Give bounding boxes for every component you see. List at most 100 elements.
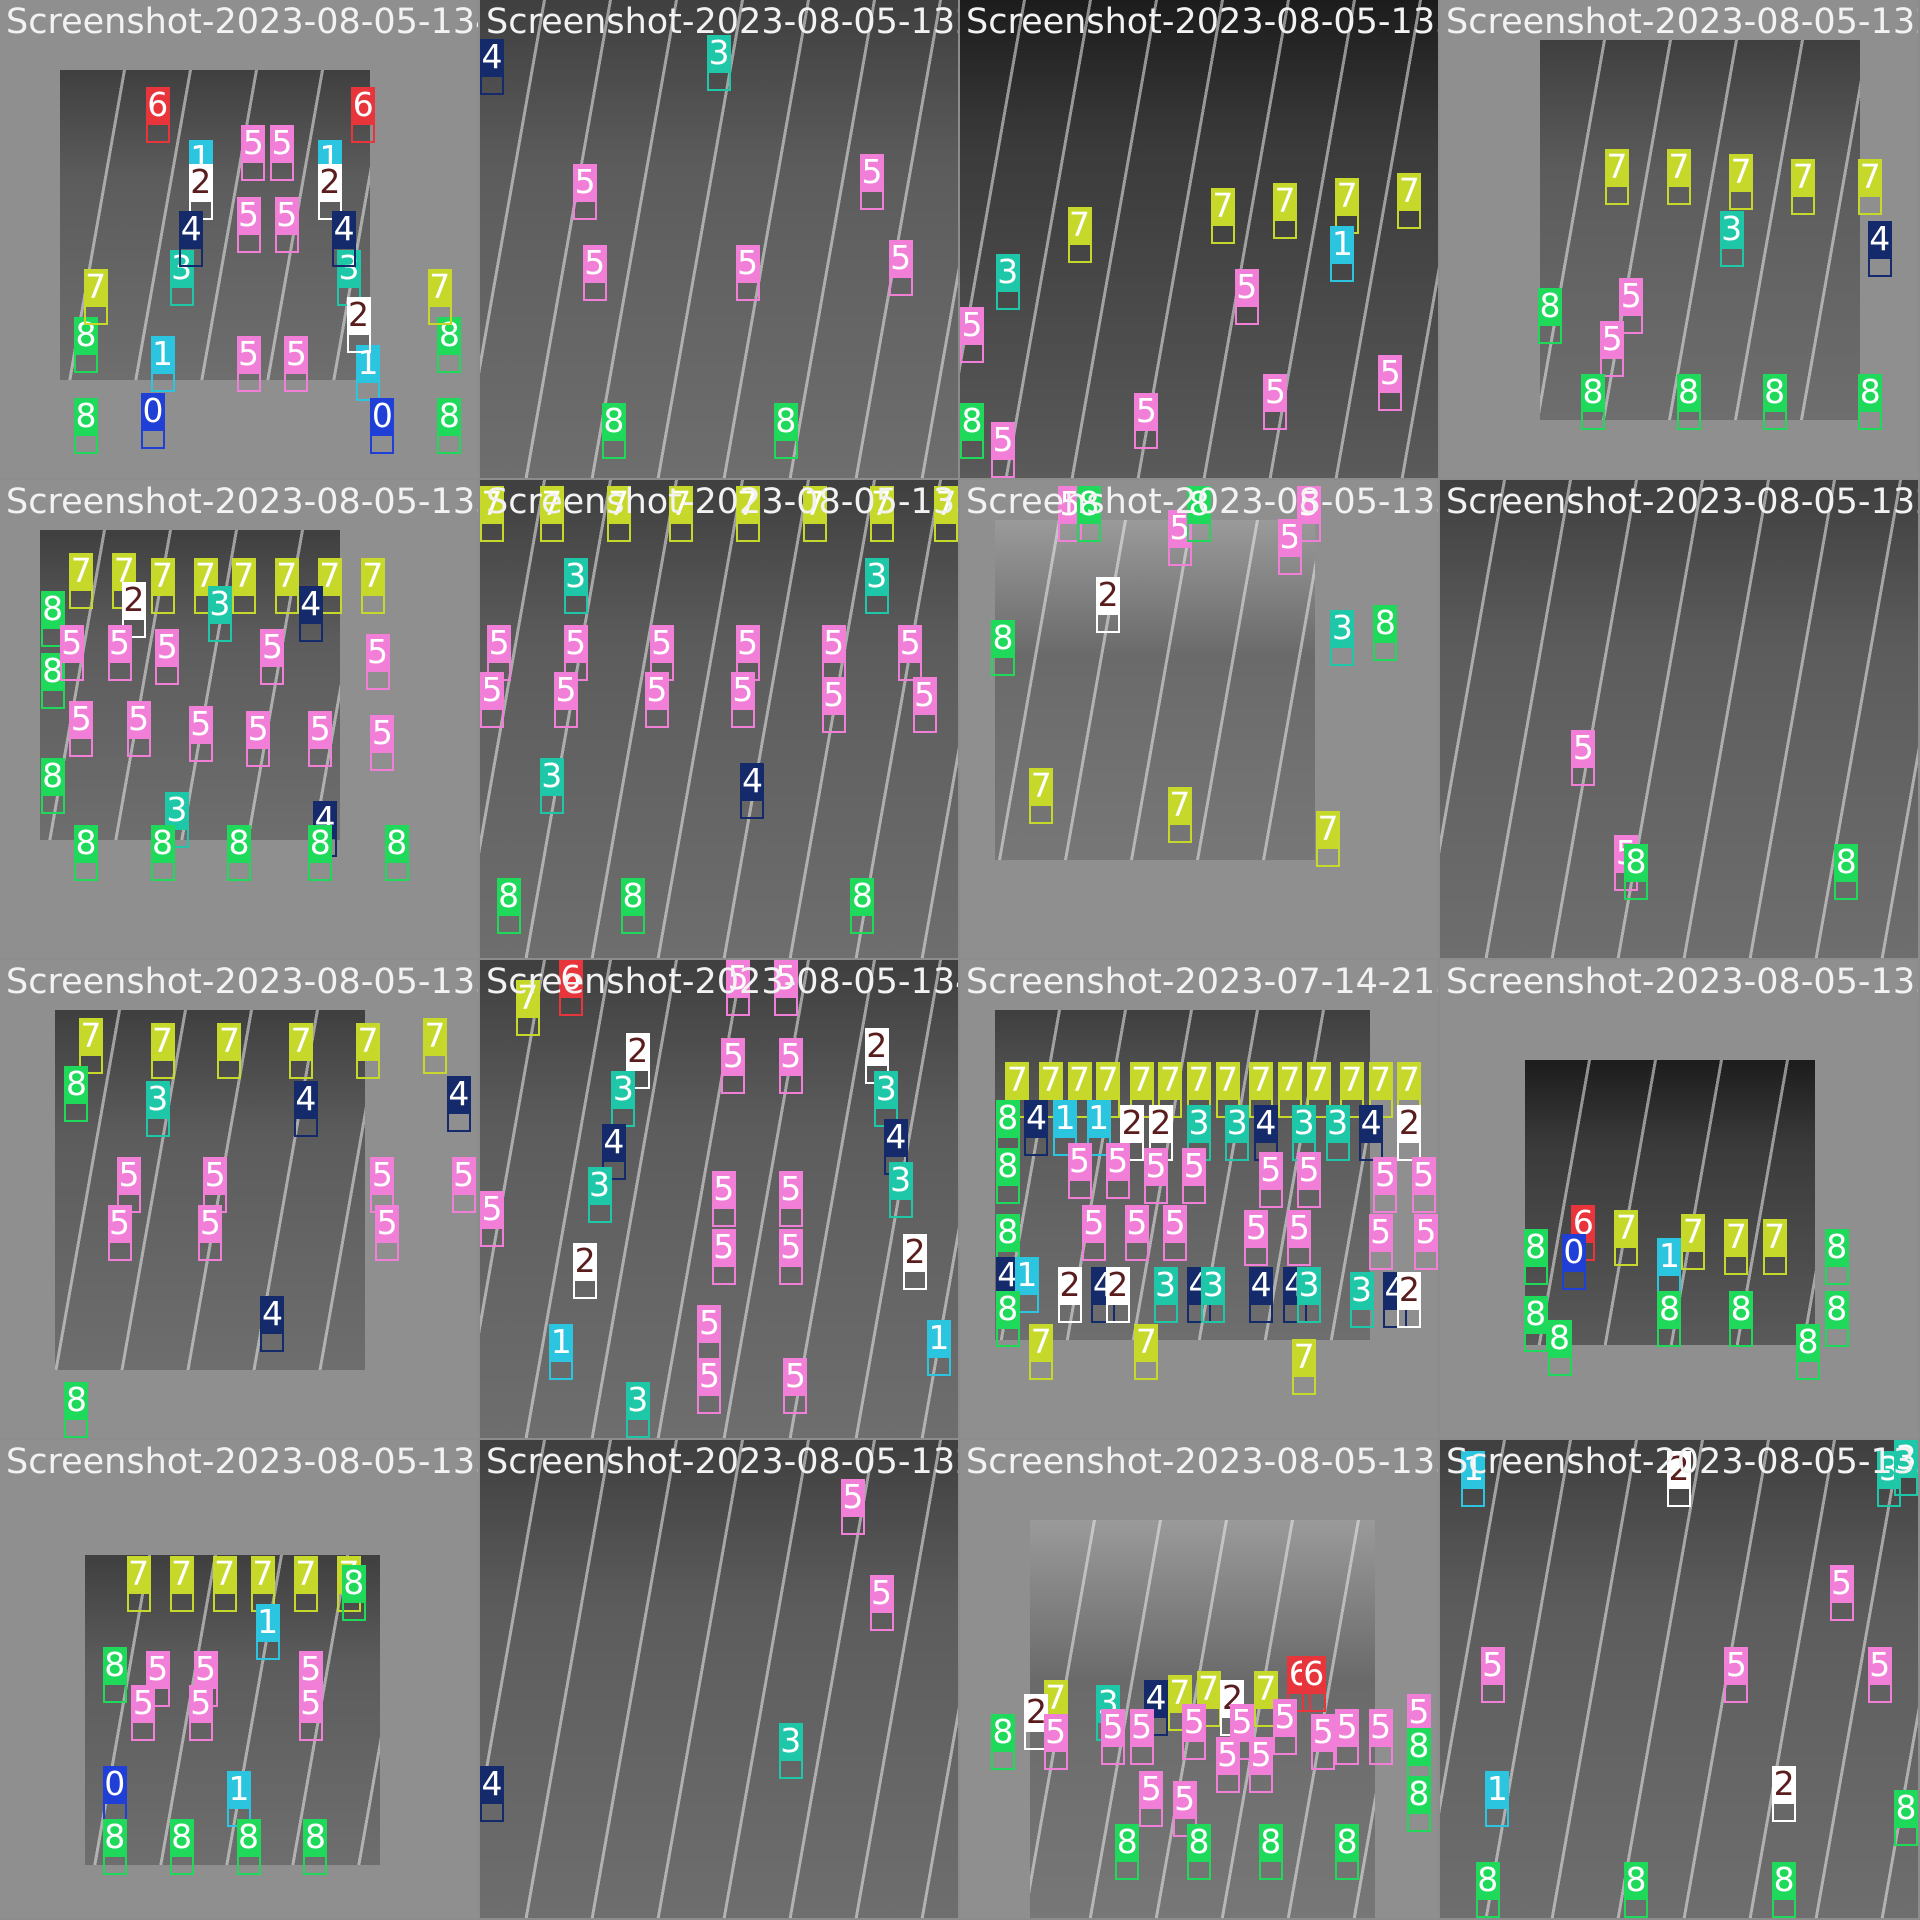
- detection-label: 2: [627, 1030, 649, 1070]
- detection-box: 7: [1316, 810, 1341, 867]
- detection-label: 7: [871, 483, 893, 523]
- detection-frame: [1067, 242, 1092, 263]
- detection-label: 2: [123, 579, 145, 619]
- detection-box: 3: [207, 586, 232, 643]
- detection-frame: [1867, 257, 1892, 277]
- mosaic-tile: 7 7 7 7 7 7 8 3 4 4 5 5 5 5 5 5 5 4 8 Screenshot-2023-08-05…: [0, 960, 478, 1438]
- detection-box: 5: [1296, 485, 1321, 542]
- detection-box: 5: [1234, 268, 1259, 325]
- detection-box: 5: [1182, 1704, 1207, 1761]
- detection-label: 1: [357, 343, 379, 383]
- detection-label: 1: [1486, 1768, 1508, 1808]
- detection-box: 5: [1043, 1713, 1068, 1770]
- detection-label: 1: [1462, 1448, 1484, 1488]
- detection-box: 4: [260, 1295, 285, 1352]
- detection-label: 2: [866, 1026, 888, 1066]
- detection-label: 7: [1615, 1207, 1637, 1247]
- detection-box: 4: [332, 211, 357, 268]
- detection-label: 5: [367, 632, 389, 672]
- detection-label: 3: [166, 789, 188, 829]
- detection-frame: [69, 737, 94, 757]
- detection-label: 2: [1668, 1448, 1690, 1488]
- tile-caption: Screenshot-2023-08-05-134536_png.rf.1202: [6, 2, 478, 42]
- detection-box: 3: [1330, 610, 1355, 667]
- detection-box: 5: [308, 710, 333, 767]
- detection-frame: [1249, 1773, 1274, 1794]
- detection-box: 8: [1115, 1823, 1140, 1880]
- detection-box: 2: [188, 163, 213, 220]
- detection-box: 5: [1378, 354, 1403, 411]
- detection-frame: [1623, 880, 1648, 901]
- detection-label: 7: [1198, 1668, 1220, 1708]
- detection-frame: [212, 1591, 237, 1612]
- detection-box: 6: [351, 87, 376, 144]
- detection-frame: [1330, 261, 1355, 282]
- detection-label: 7: [218, 1021, 240, 1061]
- detection-frame: [308, 861, 333, 882]
- detection-label: 7: [1045, 1678, 1067, 1718]
- detection-frame: [1311, 1749, 1336, 1770]
- detection-label: 5: [1831, 1563, 1853, 1603]
- detection-label: 5: [780, 1169, 802, 1209]
- tile-caption: Screenshot-2023-08-05-132520_png.rf.8820: [1446, 482, 1918, 522]
- detection-label: 7: [1308, 1059, 1329, 1099]
- detection-frame: [1475, 1898, 1500, 1918]
- detection-frame: [351, 123, 376, 144]
- detection-frame: [1249, 1303, 1274, 1324]
- detection-label: 8: [997, 1212, 1019, 1252]
- detection-frame: [308, 746, 333, 767]
- detection-frame: [1296, 1303, 1321, 1324]
- detection-label: 5: [300, 1682, 322, 1722]
- detection-box: 7: [1187, 1061, 1211, 1118]
- detection-box: 5: [563, 624, 588, 681]
- detection-box: 5: [1287, 1209, 1312, 1266]
- mosaic-tile: 77777135555558Screenshot-2023-08-05-1358…: [960, 0, 1438, 478]
- detection-box: 2: [346, 297, 371, 354]
- detection-frame: [902, 1269, 927, 1290]
- detection-frame: [1571, 765, 1596, 786]
- detection-label: 7: [1398, 1059, 1420, 1099]
- detection-label: 3: [147, 1078, 169, 1118]
- detection-frame: [1316, 846, 1341, 867]
- detection-label: 5: [261, 627, 283, 667]
- detection-box: 8: [341, 1565, 366, 1622]
- detection-frame: [1096, 612, 1121, 633]
- detection-frame: [934, 521, 958, 542]
- detection-box: 7: [69, 550, 94, 609]
- detection-box: 7: [427, 268, 452, 325]
- detection-frame: [735, 280, 760, 301]
- detection-frame: [573, 199, 598, 220]
- detection-frame: [1373, 1193, 1398, 1214]
- detection-box: 1: [1657, 1238, 1682, 1295]
- detection-label: 7: [70, 550, 92, 590]
- detection-frame: [217, 1059, 242, 1080]
- detection-label: 8: [775, 400, 797, 440]
- detection-frame: [625, 1418, 650, 1438]
- detection-frame: [40, 794, 65, 815]
- detection-label: 5: [481, 670, 503, 710]
- detection-box: 5: [1867, 1646, 1892, 1703]
- detection-box: 8: [102, 1818, 127, 1875]
- mosaic-tile: 5858552388777Screenshot-2023-08-05-13342…: [960, 480, 1438, 958]
- detection-frame: [446, 1111, 471, 1132]
- detection-box: 1: [1330, 225, 1355, 282]
- detection-frame: [1378, 390, 1403, 411]
- detection-label: 8: [1477, 1860, 1499, 1899]
- detection-box: 5: [365, 632, 390, 691]
- detection-label: 5: [147, 1649, 169, 1689]
- detection-box: 5: [370, 1157, 395, 1214]
- detection-box: 1: [1053, 1099, 1078, 1156]
- tile-caption: Screenshot-2023-08-05-132951_png.rf.5942: [486, 1442, 958, 1482]
- detection-label: 8: [438, 314, 460, 354]
- detection-box: 8: [773, 400, 798, 459]
- detection-box: 5: [1129, 1708, 1154, 1765]
- detection-label: 7: [1097, 1059, 1119, 1099]
- detection-label: 7: [1069, 204, 1090, 244]
- detection-box: 4: [480, 39, 504, 96]
- detection-label: 5: [481, 1188, 503, 1228]
- detection-box: 3: [1296, 1267, 1321, 1324]
- detection-box: 7: [1277, 1061, 1302, 1118]
- detection-box: 7: [1306, 1059, 1331, 1118]
- detection-label: 8: [1658, 1288, 1680, 1328]
